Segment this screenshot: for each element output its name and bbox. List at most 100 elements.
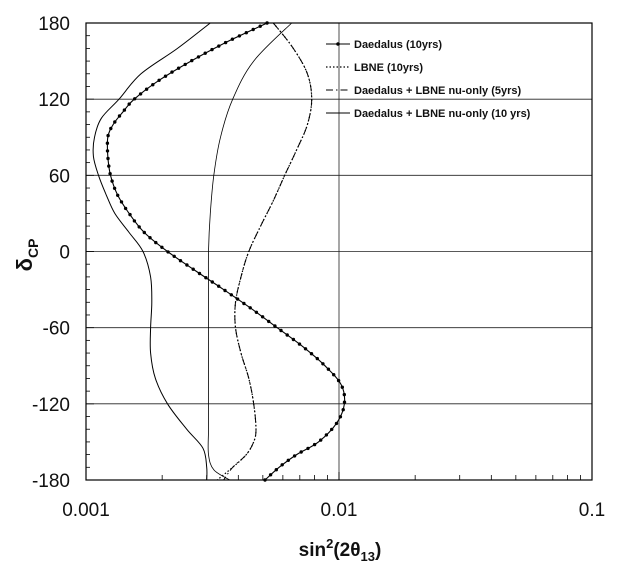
series-point [268, 473, 273, 477]
series-point [210, 280, 214, 284]
x-axis-label-open: (2θ [333, 540, 360, 561]
series-point [229, 293, 233, 297]
series-point [204, 276, 208, 280]
series-point [285, 333, 289, 337]
series-point [324, 433, 329, 437]
series-point [340, 385, 344, 389]
series-point [109, 126, 113, 131]
series-point [279, 328, 283, 333]
series-point [242, 301, 246, 306]
series-point [321, 362, 325, 366]
series-point [166, 250, 170, 254]
series-point [185, 263, 189, 267]
series-point [160, 245, 164, 249]
plot-frame [85, 22, 593, 481]
series-line-1 [216, 22, 313, 481]
series-point [144, 87, 149, 91]
series-point [223, 288, 227, 293]
series-point [217, 284, 221, 288]
series-point [148, 236, 152, 240]
legend-label: Daedalus + LBNE nu-only (5yrs) [354, 85, 522, 97]
series-point [237, 34, 242, 38]
series-point [110, 179, 114, 183]
legend-label: Daedalus + LBNE nu-only (10 yrs) [354, 108, 531, 120]
series-point [291, 337, 296, 342]
series-point [105, 149, 110, 153]
series-point [217, 44, 221, 48]
series-point [122, 108, 127, 112]
series-point [210, 47, 214, 52]
series-point [312, 442, 317, 447]
series-point [172, 254, 176, 258]
y-axis-label-main: δ [12, 258, 37, 271]
series-point [163, 74, 168, 78]
series-point [260, 315, 265, 319]
series-point [191, 267, 195, 271]
series-point [326, 367, 331, 371]
series-point [303, 347, 308, 351]
series-point [332, 373, 336, 377]
legend-label: Daedalus (10yrs) [354, 39, 442, 51]
grid-lines [86, 23, 592, 480]
x-axis-label-sub: 13 [361, 549, 375, 564]
x-tick-label: 0.001 [62, 500, 110, 521]
y-tick-label: -60 [43, 319, 70, 340]
x-tick-label: 0.01 [321, 500, 358, 521]
series-point [112, 186, 117, 190]
series-point [106, 156, 110, 161]
minor-ticks [85, 22, 593, 481]
legend: Daedalus (10yrs) LBNE (10yrs) Daedalus + L… [326, 39, 531, 120]
series-point [309, 352, 314, 356]
x-axis-label-sup: 2 [326, 536, 333, 551]
series-point [334, 421, 339, 426]
series-line-2 [223, 22, 313, 481]
y-axis-label-sub: CP [25, 239, 41, 258]
series-point [128, 212, 132, 217]
series-point [137, 225, 141, 229]
series-point [274, 468, 278, 472]
series-layer [92, 21, 347, 482]
series-point [113, 120, 117, 124]
series-point [106, 133, 110, 138]
series-point [297, 342, 302, 346]
series-point [203, 51, 207, 55]
series-point [223, 40, 228, 45]
y-tick-label: 60 [49, 166, 70, 187]
series-point [258, 24, 262, 28]
series-point [107, 164, 111, 168]
series-point [123, 206, 128, 211]
series-point [338, 415, 343, 419]
series-point [176, 66, 181, 70]
series-point [133, 97, 137, 101]
series-point [286, 458, 290, 462]
series-point [235, 297, 240, 301]
series-point [230, 37, 235, 41]
series-point [248, 306, 252, 310]
y-tick-label: -120 [32, 395, 70, 416]
series-line-3 [92, 22, 211, 481]
series-point [183, 62, 187, 67]
series-point [251, 27, 255, 32]
series-point [196, 55, 201, 59]
series-point [306, 446, 310, 451]
series-point [342, 400, 347, 404]
series-point [151, 83, 155, 87]
series-point [190, 58, 194, 63]
series-point [315, 356, 319, 361]
y-tick-labels: -180 -120 -60 0 60 120 180 [32, 14, 70, 492]
x-axis-label-close: ) [375, 540, 381, 561]
series-point [105, 141, 110, 145]
legend-label: LBNE (10yrs) [354, 62, 423, 74]
series-point [119, 200, 124, 204]
series-point [273, 324, 277, 328]
legend-marker [336, 42, 340, 46]
series-point [197, 271, 202, 276]
y-tick-label: 180 [38, 14, 70, 35]
series-point [341, 408, 345, 412]
series-point [342, 392, 346, 397]
x-axis-label: sin2(2θ13) [299, 536, 382, 564]
series-point [244, 31, 248, 35]
y-tick-label: 120 [38, 90, 70, 111]
